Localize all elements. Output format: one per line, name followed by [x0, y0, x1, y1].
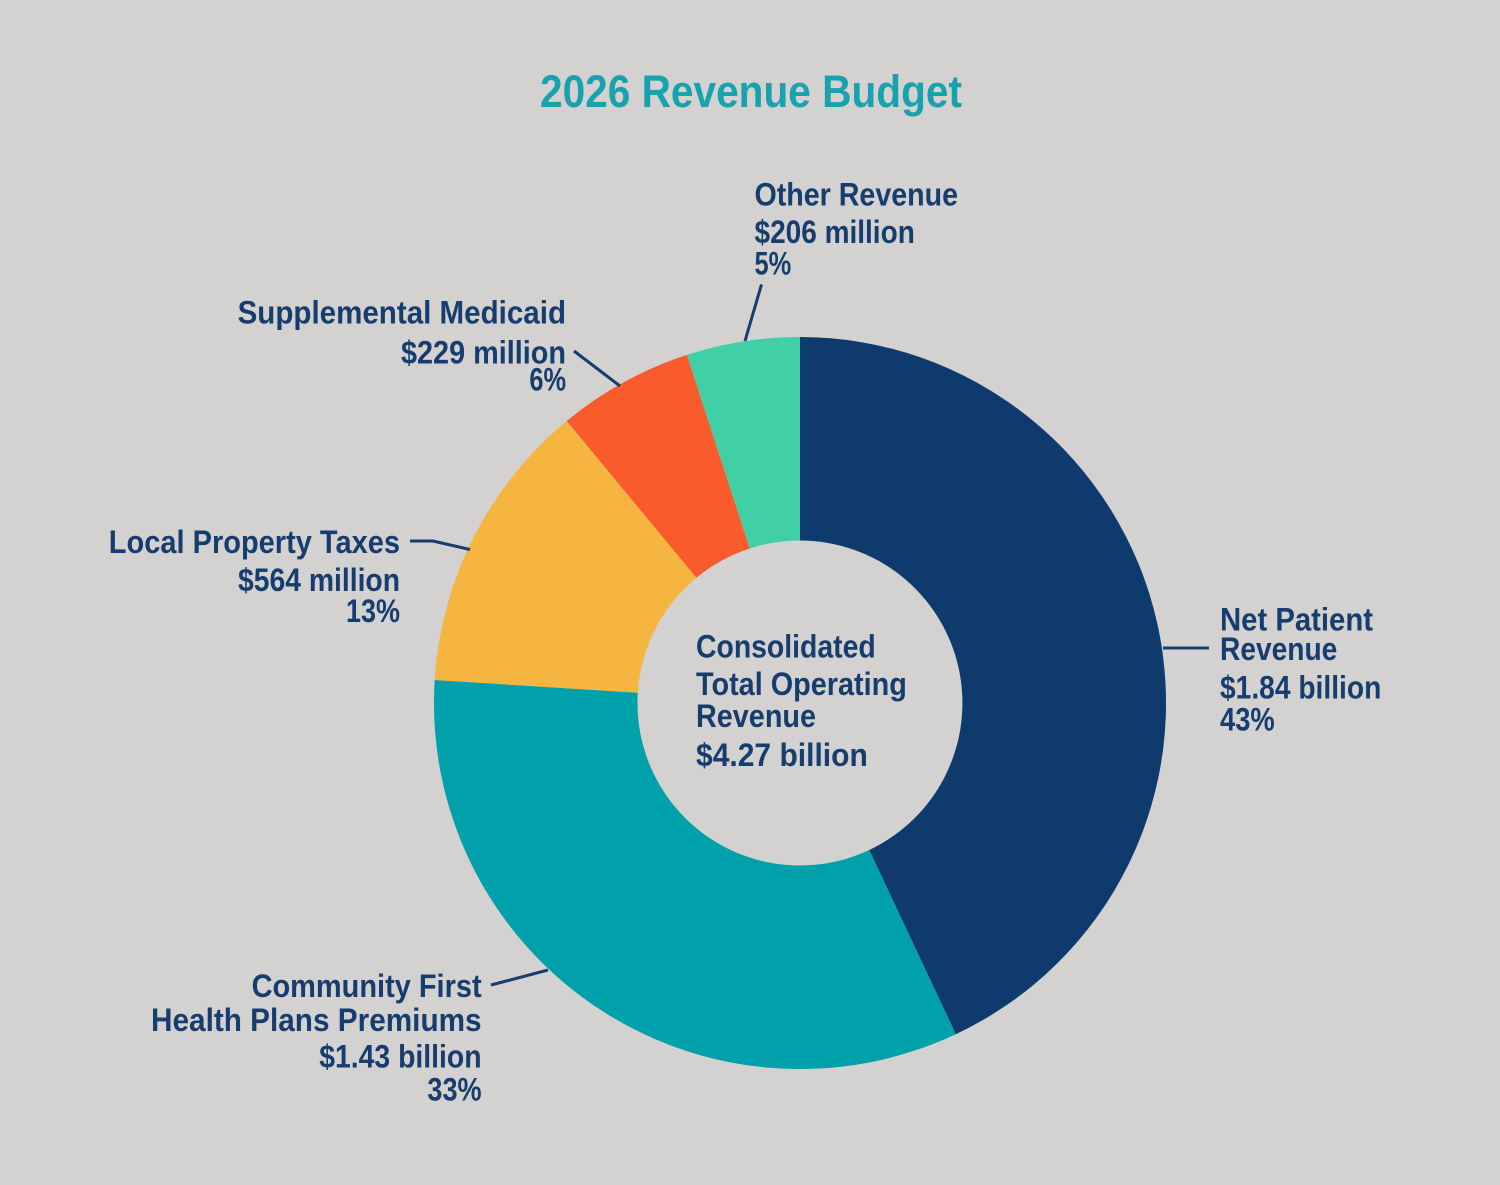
svg-text:$564 million: $564 million	[238, 562, 400, 598]
svg-text:5%: 5%	[755, 246, 792, 282]
svg-text:Total Operating: Total Operating	[696, 666, 907, 702]
svg-text:2026 Revenue Budget: 2026 Revenue Budget	[540, 66, 962, 117]
svg-text:43%: 43%	[1220, 702, 1275, 738]
svg-text:13%: 13%	[346, 593, 400, 629]
svg-text:33%: 33%	[427, 1072, 481, 1108]
svg-text:$206 million: $206 million	[755, 214, 915, 250]
svg-text:Supplemental Medicaid: Supplemental Medicaid	[238, 295, 566, 331]
svg-text:Net Patient: Net Patient	[1220, 602, 1373, 638]
svg-text:$229 million: $229 million	[401, 335, 566, 371]
svg-text:Consolidated: Consolidated	[696, 629, 876, 665]
svg-text:Revenue: Revenue	[696, 698, 816, 734]
svg-text:Community First: Community First	[252, 968, 482, 1004]
svg-text:Local Property Taxes: Local Property Taxes	[109, 524, 400, 560]
svg-text:Health Plans Premiums: Health Plans Premiums	[151, 1002, 482, 1038]
svg-text:$4.27 billion: $4.27 billion	[696, 737, 868, 773]
svg-text:$1.43 billion: $1.43 billion	[319, 1039, 481, 1075]
svg-text:Other Revenue: Other Revenue	[755, 177, 959, 213]
svg-text:$1.84 billion: $1.84 billion	[1220, 670, 1381, 706]
svg-text:Revenue: Revenue	[1220, 631, 1337, 667]
svg-text:6%: 6%	[529, 362, 566, 398]
